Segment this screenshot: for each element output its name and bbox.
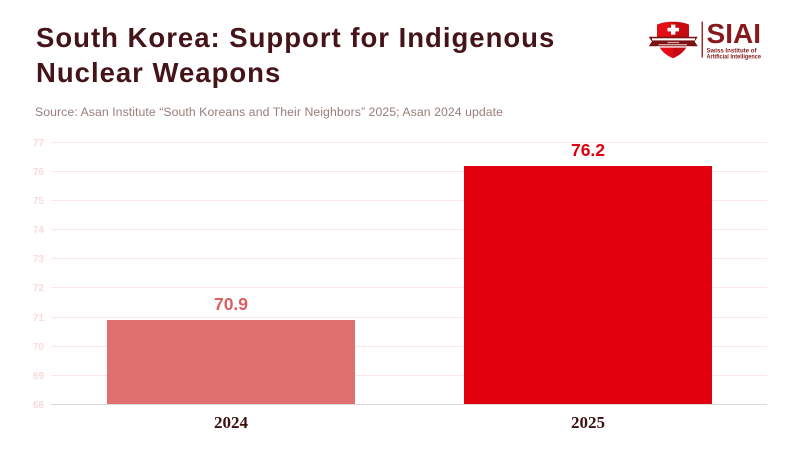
svg-text:SIAI: SIAI xyxy=(707,18,762,49)
svg-text:Swiss Institute of: Swiss Institute of xyxy=(707,47,758,54)
svg-text:Artificial Intelligence: Artificial Intelligence xyxy=(707,53,762,60)
